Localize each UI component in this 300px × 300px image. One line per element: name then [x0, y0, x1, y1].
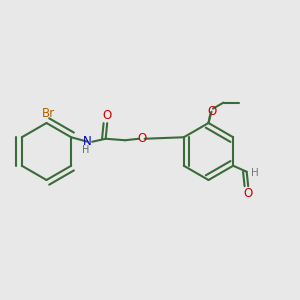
Text: N: N — [83, 135, 92, 148]
Text: O: O — [137, 132, 146, 145]
Text: Br: Br — [41, 107, 55, 120]
Text: O: O — [244, 187, 253, 200]
Text: H: H — [82, 145, 90, 155]
Text: H: H — [251, 168, 259, 178]
Text: O: O — [207, 105, 216, 118]
Text: O: O — [103, 109, 112, 122]
